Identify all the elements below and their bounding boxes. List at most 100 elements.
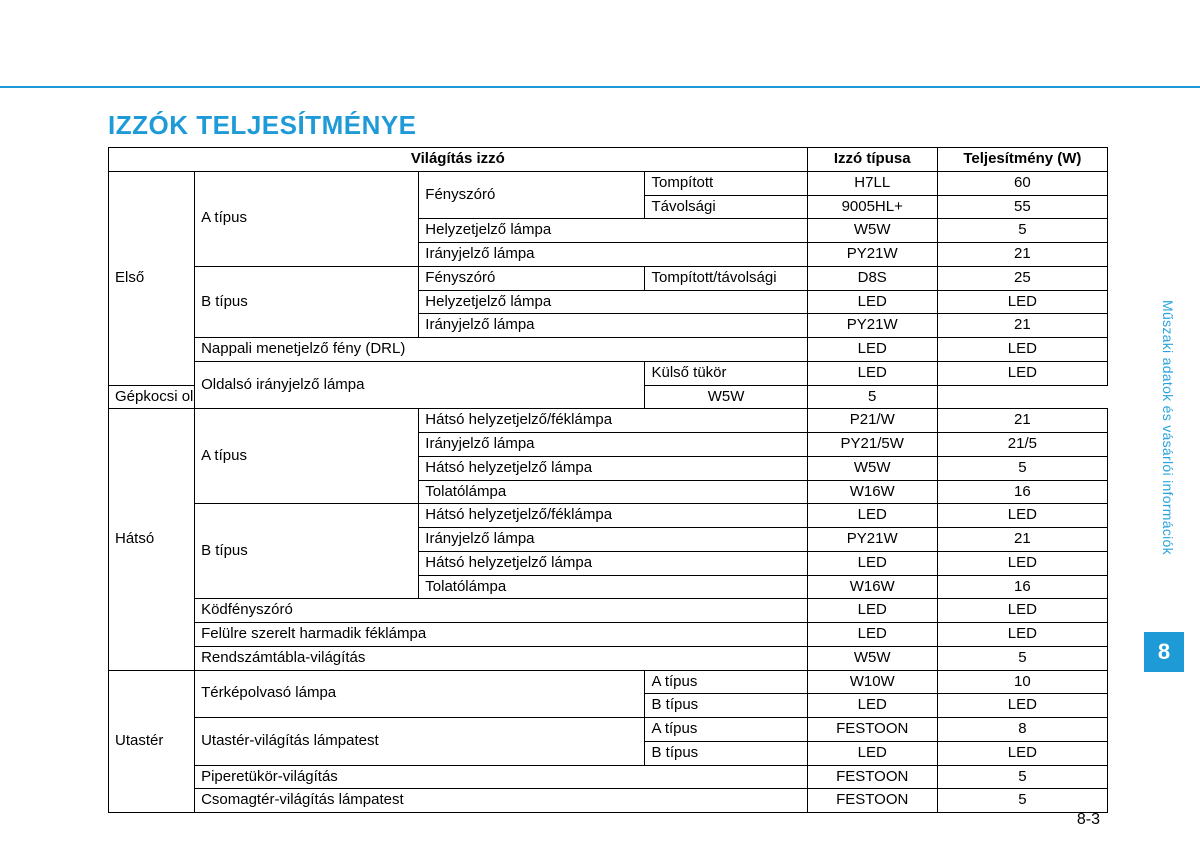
table-cell: Utastér-világítás lámpatest [195,718,645,766]
th-watt: Teljesítmény (W) [937,148,1107,172]
table-cell: 21 [937,409,1107,433]
table-cell: 21 [937,243,1107,267]
table-cell: W10W [807,670,937,694]
table-cell: Fényszóró [419,171,645,219]
table-cell: FESTOON [807,765,937,789]
table-cell: B típus [645,694,807,718]
th-type: Izzó típusa [807,148,937,172]
table-cell: LED [807,599,937,623]
table-cell: LED [937,290,1107,314]
table-row: HátsóA típusHátsó helyzetjelző/féklámpaP… [109,409,1108,433]
table-cell: LED [807,504,937,528]
table-cell: 9005HL+ [807,195,937,219]
table-cell: LED [937,599,1107,623]
table-row: ElsőA típusFényszóróTompítottH7LL60 [109,171,1108,195]
table-row: Felülre szerelt harmadik féklámpaLEDLED [109,623,1108,647]
table-cell: Tompított/távolsági [645,266,807,290]
table-cell: Utastér [109,670,195,813]
table-row: Piperetükör-világításFESTOON5 [109,765,1108,789]
top-rule [0,86,1200,88]
table-cell: Tolatólámpa [419,575,807,599]
table-cell: 60 [937,171,1107,195]
table-cell: LED [937,338,1107,362]
table-cell: Irányjelző lámpa [419,314,807,338]
table-cell: Irányjelző lámpa [419,433,807,457]
table-cell: P21/W [807,409,937,433]
table-cell: LED [807,338,937,362]
table-cell: Piperetükör-világítás [195,765,808,789]
table-cell: Irányjelző lámpa [419,528,807,552]
table-cell: 21 [937,314,1107,338]
table-cell: Hátsó helyzetjelző/féklámpa [419,504,807,528]
table-cell: W5W [645,385,807,409]
table-cell: PY21/5W [807,433,937,457]
table-cell: Hátsó [109,409,195,670]
table-cell: B típus [195,504,419,599]
table-cell: FESTOON [807,789,937,813]
table-cell: 16 [937,480,1107,504]
table-cell: Ködfényszóró [195,599,808,623]
table-cell: LED [937,551,1107,575]
table-row: B típusHátsó helyzetjelző/féklámpaLEDLED [109,504,1108,528]
table-cell: A típus [645,718,807,742]
table-cell: Tompított [645,171,807,195]
table-cell: 5 [937,646,1107,670]
table-cell: 5 [937,456,1107,480]
table-cell: Helyzetjelző lámpa [419,290,807,314]
page-title: IZZÓK TELJESÍTMÉNYE [108,110,1108,141]
table-cell: 5 [937,765,1107,789]
table-cell: 16 [937,575,1107,599]
table-row: Utastér-világítás lámpatestA típusFESTOO… [109,718,1108,742]
table-cell: Irányjelző lámpa [419,243,807,267]
table-cell: Rendszámtábla-világítás [195,646,808,670]
table-cell: A típus [645,670,807,694]
table-cell: 5 [937,789,1107,813]
table-cell: A típus [195,409,419,504]
table-row: Csomagtér-világítás lámpatestFESTOON5 [109,789,1108,813]
table-cell: PY21W [807,528,937,552]
table-cell: Hátsó helyzetjelző lámpa [419,456,807,480]
table-row: KödfényszóróLEDLED [109,599,1108,623]
table-cell: LED [807,551,937,575]
table-cell: Nappali menetjelző fény (DRL) [195,338,808,362]
table-cell: B típus [645,741,807,765]
table-cell: LED [807,694,937,718]
table-cell: W5W [807,646,937,670]
table-cell: A típus [195,171,419,266]
page-number: 8-3 [1077,811,1100,829]
table-row: UtastérTérképolvasó lámpaA típusW10W10 [109,670,1108,694]
table-cell: 5 [807,385,937,409]
table-cell: W5W [807,219,937,243]
table-cell: PY21W [807,243,937,267]
table-cell: LED [807,361,937,385]
table-cell: Gépkocsi oldala [109,385,195,409]
side-section-label: Műszaki adatok és vásárlói információk [1160,300,1176,555]
page-content: IZZÓK TELJESÍTMÉNYE Világítás izzó Izzó … [108,110,1108,813]
side-tab-number: 8 [1144,632,1184,672]
bulb-table: Világítás izzó Izzó típusa Teljesítmény … [108,147,1108,813]
table-row: Nappali menetjelző fény (DRL)LEDLED [109,338,1108,362]
table-cell: Távolsági [645,195,807,219]
table-cell: Felülre szerelt harmadik féklámpa [195,623,808,647]
table-cell: LED [807,290,937,314]
table-cell: 21 [937,528,1107,552]
table-cell: Első [109,171,195,385]
th-lighting: Világítás izzó [109,148,808,172]
table-cell: Helyzetjelző lámpa [419,219,807,243]
table-cell: Térképolvasó lámpa [195,670,645,718]
table-cell: Hátsó helyzetjelző lámpa [419,551,807,575]
table-cell: B típus [195,266,419,337]
table-cell: Csomagtér-világítás lámpatest [195,789,808,813]
table-cell: LED [937,694,1107,718]
table-cell: LED [807,623,937,647]
table-cell: H7LL [807,171,937,195]
table-cell: LED [807,741,937,765]
table-cell: 8 [937,718,1107,742]
table-row: B típusFényszóróTompított/távolságiD8S25 [109,266,1108,290]
table-head: Világítás izzó Izzó típusa Teljesítmény … [109,148,1108,172]
table-body: ElsőA típusFényszóróTompítottH7LL60Távol… [109,171,1108,812]
table-cell: 10 [937,670,1107,694]
table-cell: W16W [807,575,937,599]
table-cell: PY21W [807,314,937,338]
table-cell: Külső tükör [645,361,807,385]
